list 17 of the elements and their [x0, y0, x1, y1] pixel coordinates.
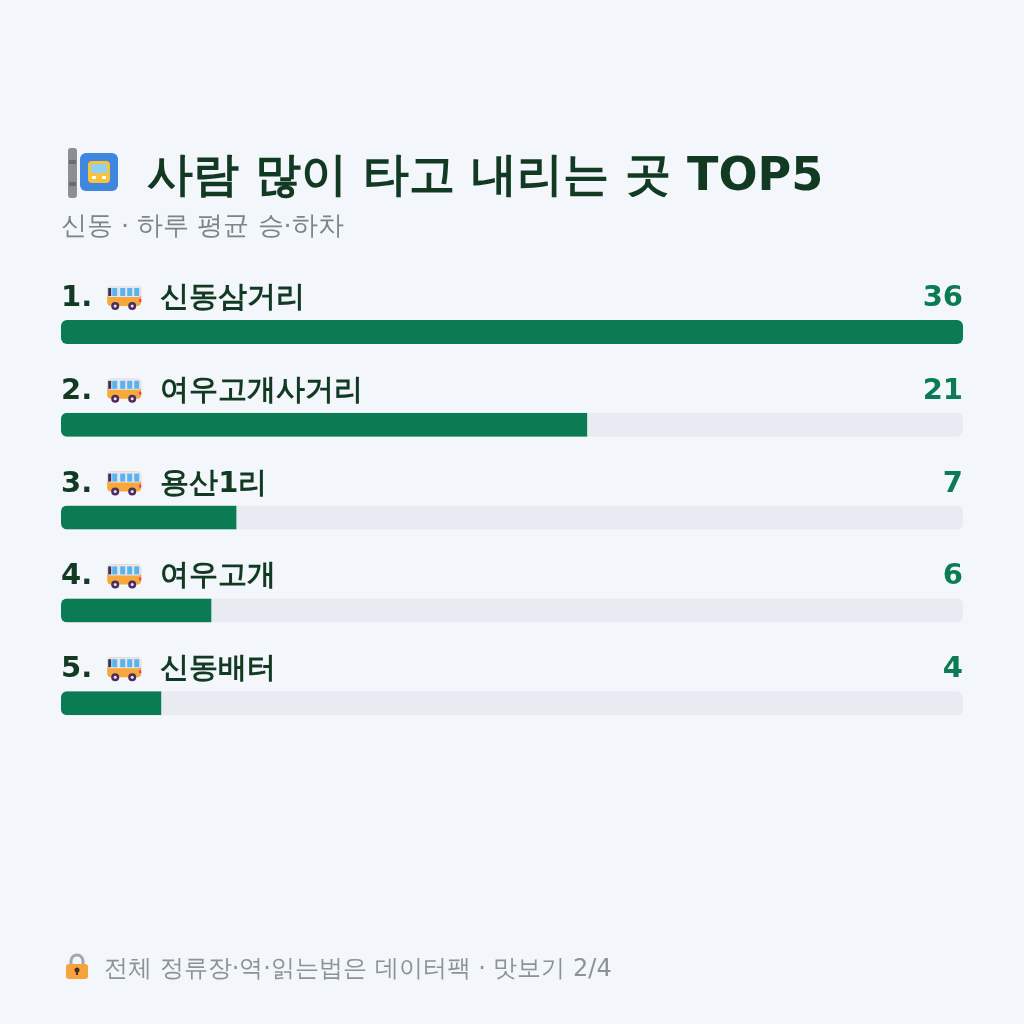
bar — [61, 598, 212, 623]
bar — [61, 691, 162, 716]
chart-subtitle: 신동 · 하루 평균 승·하차 — [61, 210, 344, 240]
category-label: 4. 여우고개 — [61, 557, 277, 592]
category-label: 3. 용산1리 — [61, 464, 268, 499]
chart-title: 사람 많이 타고 내리는 곳 TOP5 — [147, 147, 824, 201]
data-label: 6 — [942, 557, 963, 592]
data-label: 36 — [922, 279, 963, 313]
data-label: 21 — [922, 371, 963, 406]
text: 전체 정류장·역·읽는법은 데이터팩 · 맛보기 2/4 — [104, 954, 612, 982]
category-label: 5. 신동배터 — [61, 650, 277, 685]
data-label: 4 — [942, 650, 963, 685]
data-label: 7 — [942, 464, 963, 499]
category-label: 2. 여우고개사거리 — [61, 371, 364, 406]
bar — [61, 505, 237, 530]
bar — [61, 320, 963, 344]
category-label: 1. 신동삼거리 — [61, 279, 306, 313]
